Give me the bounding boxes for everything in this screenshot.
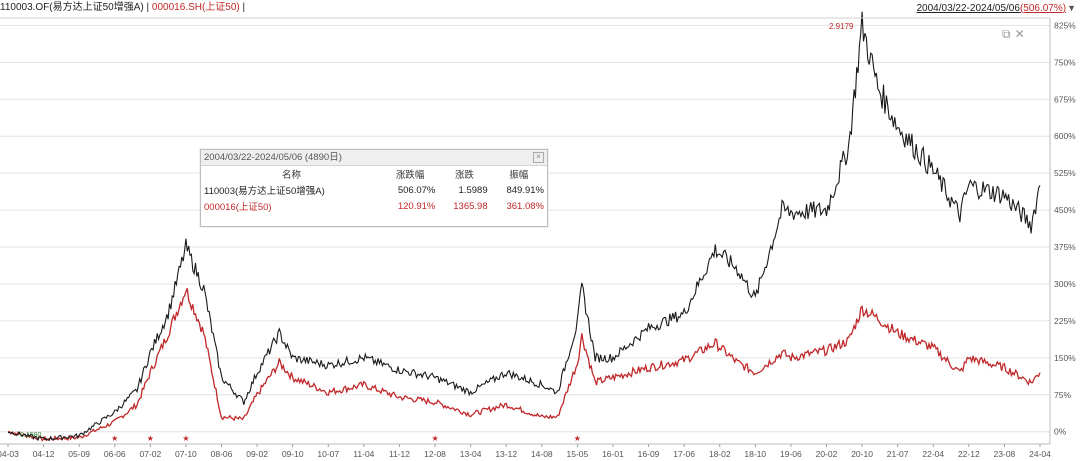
- index-series-line: [8, 288, 1041, 442]
- row-amp: 849.91%: [506, 184, 544, 196]
- x-tick-label: 10-07: [317, 449, 339, 459]
- summary-table: 名称 涨跌幅 涨跌 振幅 110003(易方达上证50增强A) 506.07% …: [201, 166, 547, 214]
- event-marker[interactable]: ★: [431, 434, 438, 443]
- y-tick-label: 750%: [1054, 57, 1076, 67]
- x-tick-label: 09-02: [246, 449, 268, 459]
- row-pct: 506.07%: [397, 184, 436, 196]
- fund-series-label[interactable]: 110003.OF(易方达上证50增强A): [0, 2, 144, 13]
- chart-header: 110003.OF(易方达上证50增强A) | 000016.SH(上证50) …: [0, 0, 1080, 16]
- range-return: (506.07%): [1019, 3, 1067, 14]
- event-marker[interactable]: ★: [147, 434, 154, 443]
- row-amp: 361.08%: [506, 200, 544, 212]
- summary-header-row: 名称 涨跌幅 涨跌 振幅: [201, 166, 547, 182]
- peak-value-label: 2.9179: [829, 22, 854, 31]
- x-axis-ticks: 04-03 04-12 05-09 06-06 07-02 07-10 08-06 09-02…: [0, 444, 1051, 459]
- triangle-down-icon[interactable]: ▼: [1067, 3, 1076, 13]
- event-marker[interactable]: ★: [182, 434, 189, 443]
- x-tick-label: 17-06: [673, 449, 695, 459]
- x-tick-label: 06-06: [104, 449, 126, 459]
- x-tick-label: 18-10: [744, 449, 766, 459]
- start-value-label: 0.1580: [20, 432, 42, 439]
- col-name-header: 名称: [281, 170, 301, 181]
- x-tick-label: 19-06: [780, 449, 802, 459]
- header-separator: |: [242, 2, 246, 13]
- x-tick-label: 22-04: [922, 449, 944, 459]
- chart-events: ★ ★ ★ ★ ★: [111, 434, 581, 443]
- x-tick-label: 15-05: [567, 449, 589, 459]
- x-tick-label: 08-06: [211, 449, 233, 459]
- x-tick-label: 20-10: [851, 449, 873, 459]
- y-tick-label: 825%: [1054, 20, 1076, 30]
- x-tick-label: 07-02: [139, 449, 161, 459]
- x-tick-label: 07-10: [175, 449, 197, 459]
- index-series-label[interactable]: 000016.SH(上证50): [151, 2, 240, 13]
- x-tick-label: 18-02: [709, 449, 731, 459]
- x-tick-label: 21-07: [887, 449, 909, 459]
- x-tick-label: 12-08: [424, 449, 446, 459]
- row-pct: 120.91%: [397, 200, 436, 212]
- x-tick-label: 11-04: [353, 449, 374, 459]
- summary-title-bar: 2004/03/22-2024/05/06 (4890日) ×: [201, 150, 547, 166]
- table-row[interactable]: 000016(上证50) 120.91% 1365.98 361.08%: [201, 198, 547, 214]
- window-controls: ⧉ ✕: [1002, 27, 1029, 42]
- x-tick-label: 20-02: [816, 449, 838, 459]
- y-tick-label: 75%: [1054, 390, 1071, 400]
- y-tick-label: 225%: [1054, 316, 1076, 326]
- y-tick-label: 675%: [1054, 94, 1076, 104]
- fund-series-line: [7, 11, 1041, 442]
- row-name: 110003(易方达上证50增强A): [204, 186, 325, 197]
- chart-grid: [0, 24, 1050, 433]
- x-tick-label: 14-08: [531, 449, 553, 459]
- col-chg-header: 涨跌: [454, 170, 474, 181]
- x-tick-label: 23-08: [994, 449, 1016, 459]
- row-chg: 1.5989: [458, 184, 488, 196]
- summary-popup: 2004/03/22-2024/05/06 (4890日) × 名称 涨跌幅 涨…: [200, 149, 548, 227]
- x-tick-label: 13-04: [460, 449, 482, 459]
- y-tick-label: 375%: [1054, 242, 1076, 252]
- y-tick-label: 150%: [1054, 353, 1076, 363]
- col-amp-header: 振幅: [509, 170, 529, 181]
- x-tick-label: 16-01: [602, 449, 624, 459]
- row-name: 000016(上证50): [204, 202, 272, 213]
- x-tick-label: 11-12: [389, 449, 410, 459]
- y-tick-label: 0%: [1054, 427, 1067, 437]
- x-tick-label: 24-04: [1029, 449, 1051, 459]
- event-marker[interactable]: ★: [574, 434, 581, 443]
- header-separator: |: [146, 2, 150, 13]
- close-icon[interactable]: ×: [533, 152, 544, 163]
- y-axis-ticks: 0% 75% 150% 225% 300% 375% 450% 525% 600% 675% 750…: [1054, 20, 1076, 436]
- y-tick-label: 600%: [1054, 131, 1076, 141]
- x-tick-label: 05-09: [68, 449, 90, 459]
- x-tick-label: 13-12: [495, 449, 517, 459]
- col-pct-header: 涨跌幅: [395, 170, 425, 181]
- date-range[interactable]: 2004/03/22-2024/05/06: [916, 3, 1020, 14]
- restore-icon[interactable]: ⧉: [1002, 27, 1011, 41]
- x-tick-label: 04-12: [33, 449, 55, 459]
- y-tick-label: 525%: [1054, 168, 1076, 178]
- x-tick-label: 16-09: [638, 449, 660, 459]
- y-tick-label: 300%: [1054, 279, 1076, 289]
- x-tick-label: 04-03: [0, 449, 19, 459]
- summary-title: 2004/03/22-2024/05/06 (4890日): [204, 152, 342, 163]
- y-tick-label: 450%: [1054, 205, 1076, 215]
- close-icon[interactable]: ✕: [1014, 27, 1025, 41]
- x-tick-label: 09-10: [282, 449, 304, 459]
- chart-series: [7, 11, 1041, 442]
- event-marker[interactable]: ★: [111, 434, 118, 443]
- x-tick-label: 22-12: [958, 449, 980, 459]
- row-chg: 1365.98: [453, 200, 488, 212]
- table-row[interactable]: 110003(易方达上证50增强A) 506.07% 1.5989 849.91…: [201, 182, 547, 198]
- date-range-selector[interactable]: 2004/03/22-2024/05/06(506.07%)▼: [917, 1, 1077, 16]
